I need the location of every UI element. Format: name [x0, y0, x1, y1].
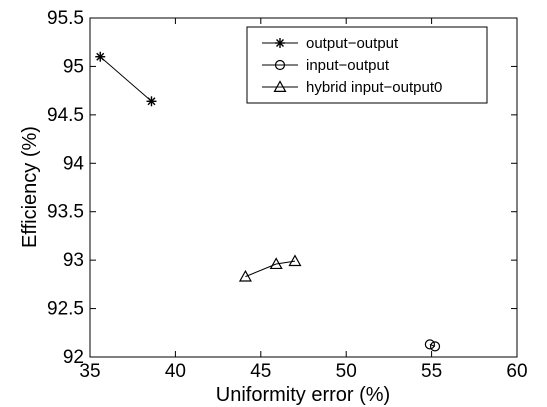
y-tick-label: 95 — [63, 56, 84, 77]
y-axis: 92 92.5 93 93.5 94 94.5 95 95.5 — [47, 8, 517, 368]
y-tick-label: 93 — [63, 250, 84, 271]
series-line-triangle — [245, 260, 296, 278]
star-stroke — [147, 97, 156, 106]
star-point — [95, 51, 106, 62]
series-layer — [95, 51, 441, 352]
x-tick-label: 45 — [250, 361, 271, 382]
star-stroke — [96, 52, 105, 61]
circle-point — [424, 339, 435, 350]
legend-label: output−output — [306, 35, 399, 52]
circle-point — [429, 341, 441, 352]
series-triangle — [238, 254, 302, 282]
x-axis-title: Uniformity error (%) — [216, 384, 390, 406]
y-tick-label: 92 — [63, 347, 84, 368]
legend-label: hybrid input−output0 — [306, 79, 442, 96]
legend-marker-triangle — [273, 80, 287, 93]
x-tick-label: 55 — [421, 361, 442, 382]
x-tick-label: 50 — [336, 361, 357, 382]
y-tick-label: 94.5 — [47, 105, 84, 126]
y-tick-label: 93.5 — [47, 202, 84, 223]
x-tick-label: 35 — [79, 361, 100, 382]
x-tick-label: 60 — [506, 361, 527, 382]
triangle-point — [288, 254, 302, 267]
y-tick-label: 92.5 — [47, 299, 84, 320]
y-axis-title: Efficiency (%) — [19, 126, 41, 248]
legend-marker-star — [275, 38, 285, 48]
legend-marker-circle — [274, 59, 286, 71]
star-point — [146, 96, 157, 107]
star-stroke — [276, 39, 284, 47]
series-circle — [424, 339, 441, 352]
y-tick-label: 95.5 — [47, 8, 84, 29]
series-line-star — [99, 56, 152, 102]
series-star — [95, 51, 157, 107]
triangle-point — [238, 269, 252, 282]
legend: output−output input−output hybrid input−ou… — [246, 26, 488, 104]
triangle-point — [269, 257, 283, 270]
x-axis: 35 40 45 50 55 60 — [79, 18, 528, 382]
legend-label: input−output — [306, 57, 390, 74]
x-tick-label: 40 — [165, 361, 186, 382]
y-tick-label: 94 — [63, 153, 85, 174]
